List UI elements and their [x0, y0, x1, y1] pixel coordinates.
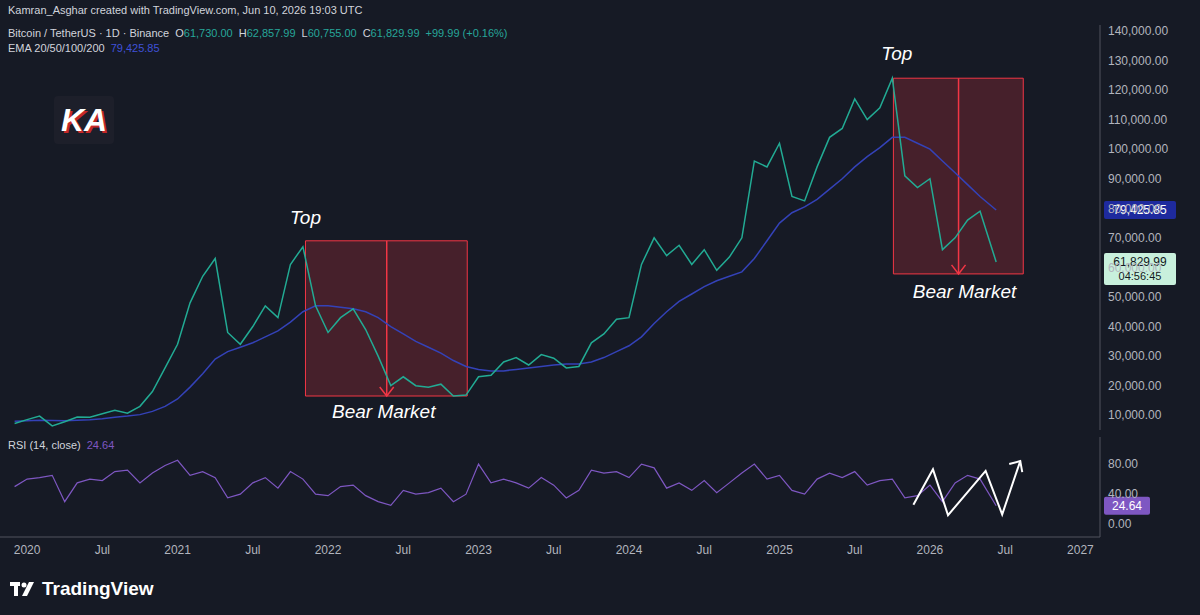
svg-text:04:56:45: 04:56:45: [1118, 270, 1162, 282]
html-text:+99.99 (+0.16%): +99.99 (+0.16%): [425, 27, 508, 39]
svg-text:2020: 2020: [14, 543, 41, 557]
html-text:L 60,755.00: L 60,755.00: [301, 27, 357, 39]
html-text:TradingView: TradingView: [42, 578, 154, 599]
svg-text:40,000.00: 40,000.00: [1108, 320, 1162, 334]
svg-text:Jul: Jul: [847, 543, 862, 557]
svg-text:80,000.00: 80,000.00: [1108, 202, 1162, 216]
svg-text:Jul: Jul: [697, 543, 712, 557]
svg-text:80.00: 80.00: [1108, 457, 1138, 471]
html-text:Kamran_Asghar created with Tra: Kamran_Asghar created with TradingView.c…: [8, 4, 363, 16]
html-text:C 61,829.99: C 61,829.99: [362, 27, 420, 39]
svg-text:40.00: 40.00: [1108, 487, 1138, 501]
svg-text:140,000.00: 140,000.00: [1108, 24, 1168, 38]
svg-text:Jul: Jul: [546, 543, 561, 557]
svg-text:70,000.00: 70,000.00: [1108, 231, 1162, 245]
svg-text:130,000.00: 130,000.00: [1108, 54, 1168, 68]
svg-text:20,000.00: 20,000.00: [1108, 379, 1162, 393]
svg-text:2021: 2021: [164, 543, 191, 557]
svg-text:Top: Top: [881, 43, 912, 64]
svg-text:Bear Market: Bear Market: [332, 401, 436, 422]
html-text:H 62,857.99: H 62,857.99: [238, 27, 296, 39]
html-text:79,425.85: 79,425.85: [110, 42, 160, 54]
html-text:RSI (14, close): RSI (14, close): [8, 439, 81, 451]
svg-text:Jul: Jul: [396, 543, 411, 557]
html-text:EMA 20/50/100/200: EMA 20/50/100/200: [8, 42, 105, 54]
svg-text:2022: 2022: [315, 543, 342, 557]
svg-text:Jul: Jul: [245, 543, 260, 557]
svg-text:30,000.00: 30,000.00: [1108, 349, 1162, 363]
svg-text:60,000.00: 60,000.00: [1108, 261, 1162, 275]
svg-text:0.00: 0.00: [1108, 517, 1132, 531]
svg-text:10,000.00: 10,000.00: [1108, 408, 1162, 422]
svg-text:2023: 2023: [465, 543, 492, 557]
svg-text:Bear Market: Bear Market: [913, 281, 1017, 302]
svg-text:2026: 2026: [917, 543, 944, 557]
svg-text:Jul: Jul: [95, 543, 110, 557]
svg-text:24.64: 24.64: [1112, 498, 1142, 513]
svg-text:Top: Top: [290, 207, 321, 228]
svg-text:2025: 2025: [766, 543, 793, 557]
svg-text:Jul: Jul: [998, 543, 1013, 557]
html-text:O 61,730.00: O 61,730.00: [175, 27, 233, 39]
svg-text:110,000.00: 110,000.00: [1108, 113, 1167, 127]
html-text:Bitcoin / TetherUS · 1D · Bina: Bitcoin / TetherUS · 1D · Binance: [8, 27, 170, 39]
svg-text:50,000.00: 50,000.00: [1108, 290, 1162, 304]
html-text:KA: KA: [60, 102, 108, 138]
svg-text:90,000.00: 90,000.00: [1108, 172, 1162, 186]
svg-text:2024: 2024: [616, 543, 643, 557]
svg-text:2027: 2027: [1067, 543, 1094, 557]
svg-text:100,000.00: 100,000.00: [1108, 142, 1168, 156]
svg-text:120,000.00: 120,000.00: [1108, 83, 1168, 97]
html-text:24.64: 24.64: [86, 439, 115, 451]
